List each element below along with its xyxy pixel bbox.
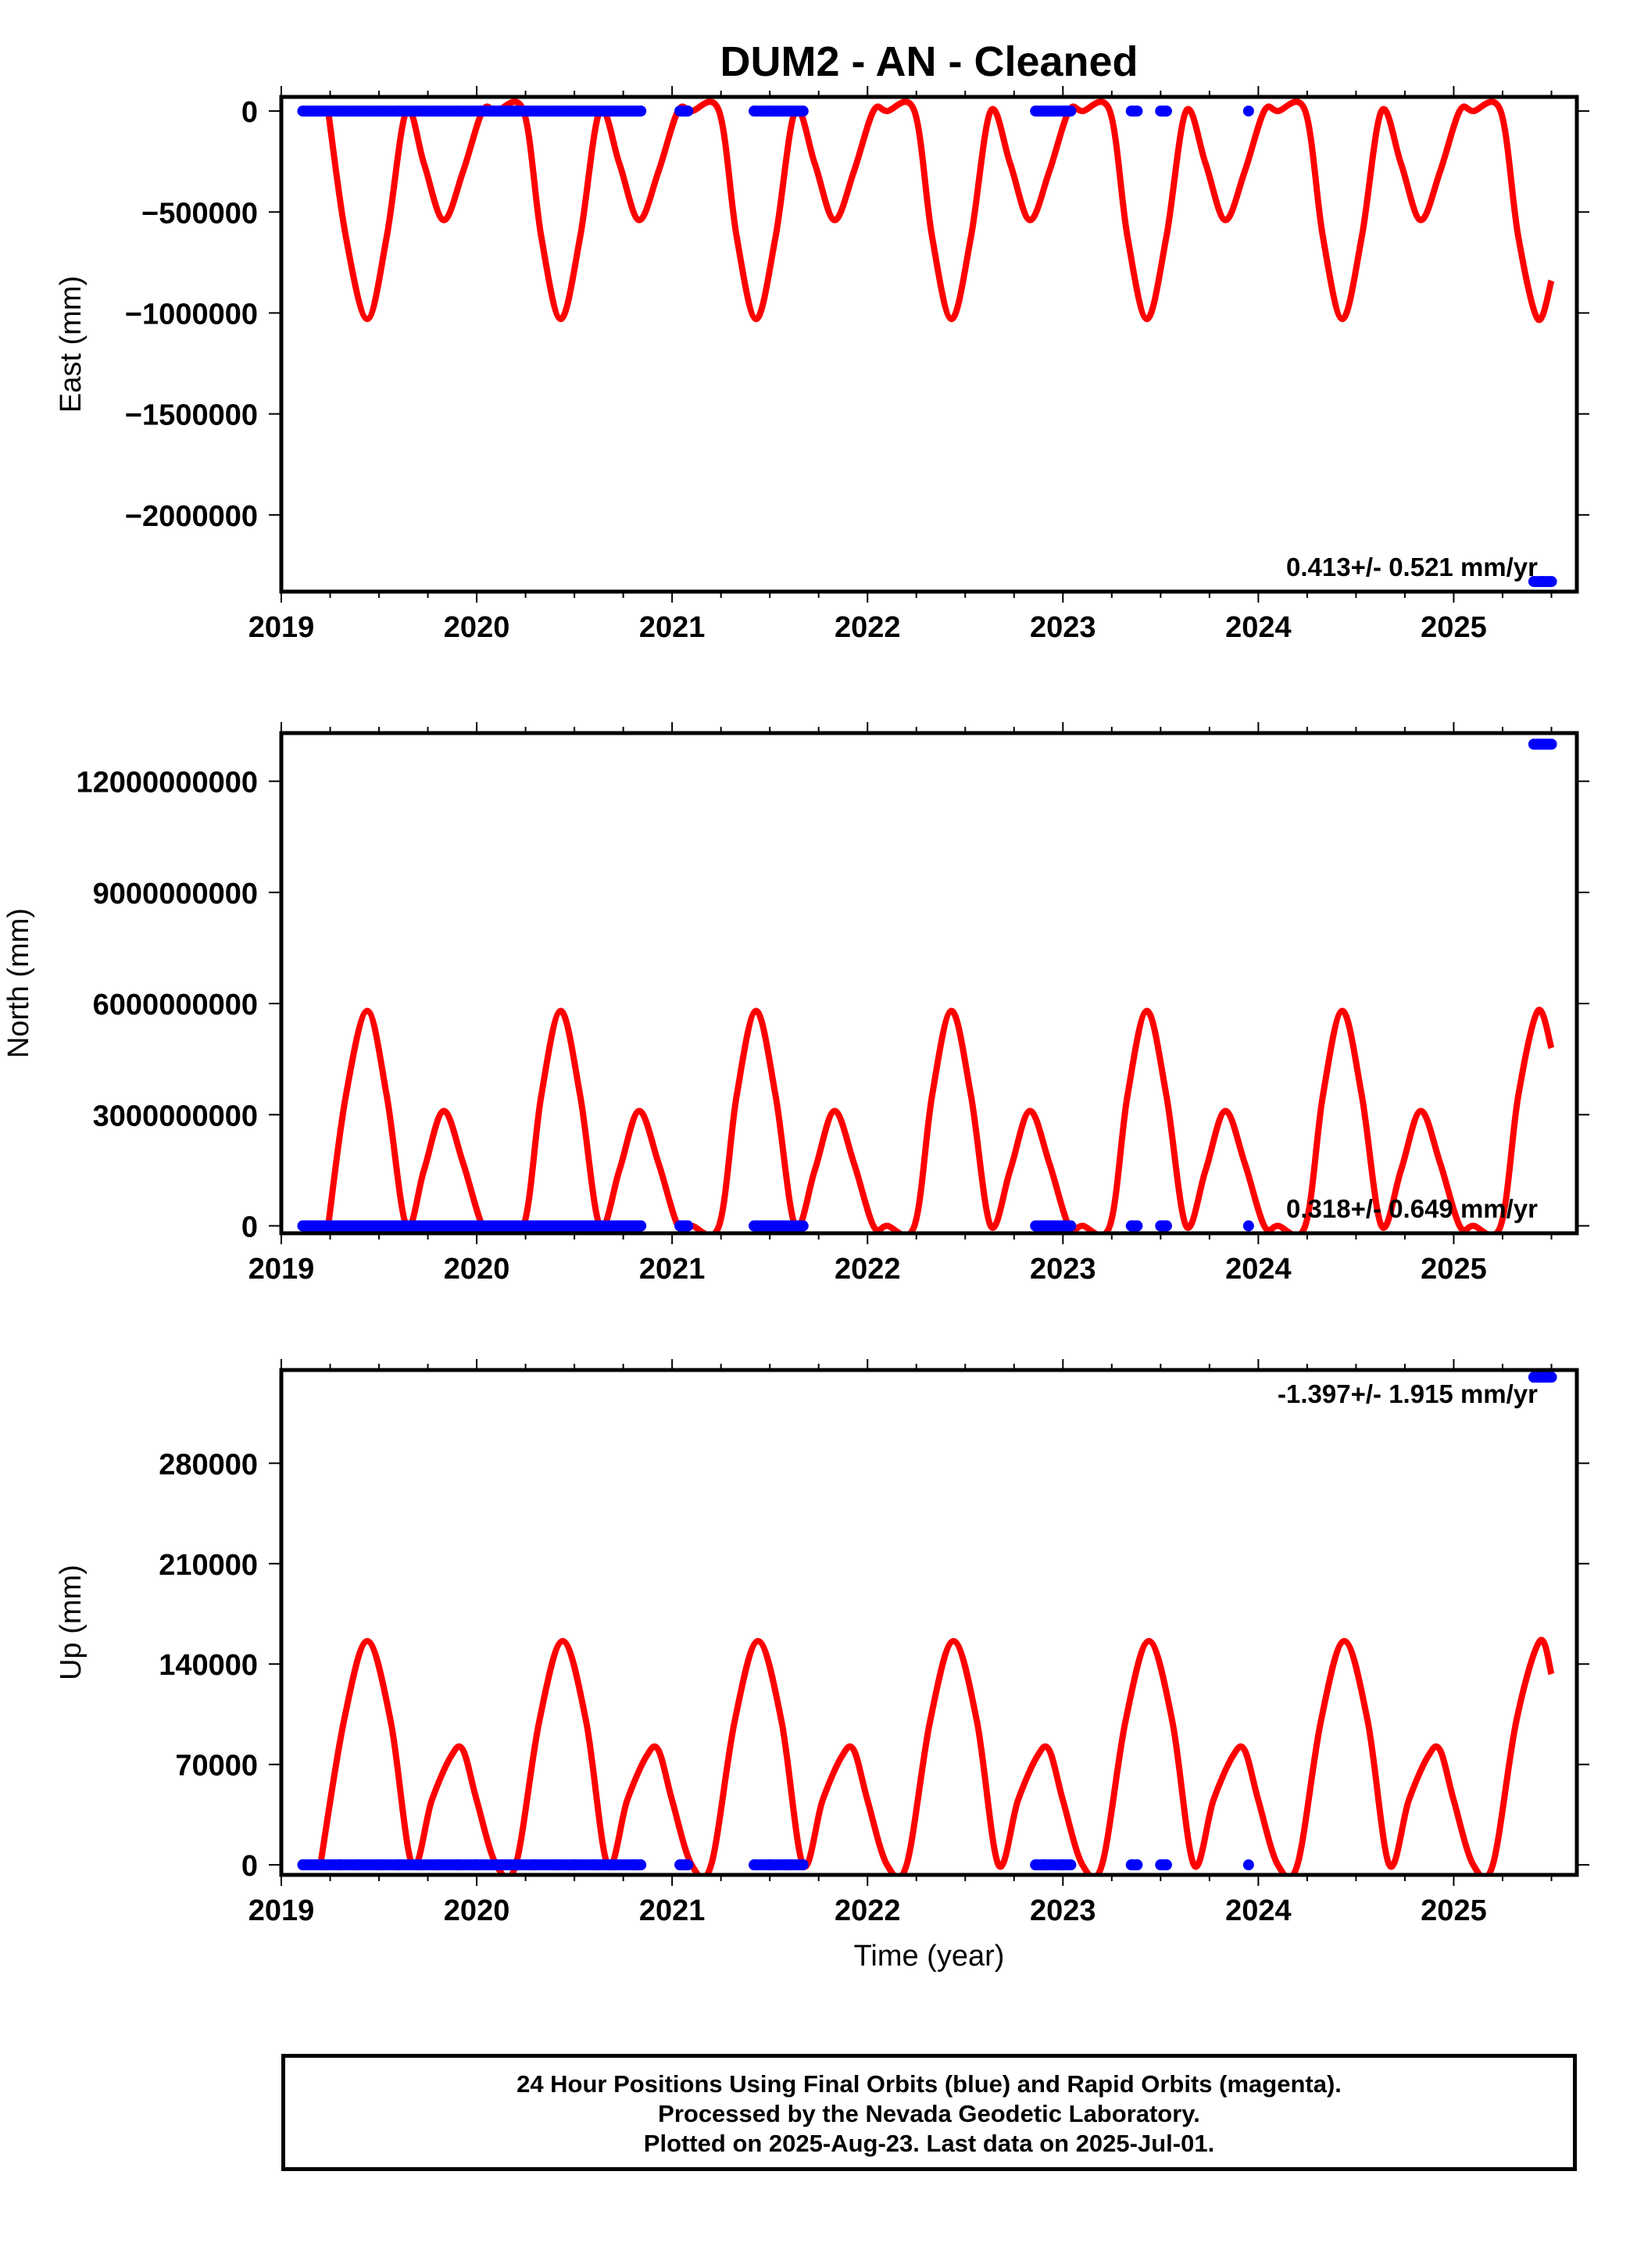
processing-note-box: 24 Hour Positions Using Final Orbits (bl… [281,2054,1577,2171]
panel-frame [279,1368,1579,1877]
panel-frame [279,731,1579,1236]
x-tick-label: 2022 [835,611,901,644]
x-tick-label: 2019 [248,1253,315,1286]
data-point [1131,106,1143,117]
y-tick-label: 0 [241,1211,258,1244]
y-tick-label: 0 [241,1850,258,1883]
x-tick-label: 2025 [1421,1253,1487,1286]
x-tick-label: 2019 [248,611,315,644]
footer-line-1: 24 Hour Positions Using Final Orbits (bl… [516,2070,1342,2098]
data-point [1065,1859,1077,1871]
data-point [1131,1859,1143,1871]
x-tick-label: 2021 [639,1253,706,1286]
y-tick-label: 9000000000 [93,878,258,910]
y-tick-label: −1500000 [125,399,258,432]
data-point [797,106,809,117]
x-tick-label: 2023 [1030,1894,1096,1927]
velocity-annotation: 0.413+/- 0.521 mm/yr [1286,553,1538,581]
data-point [635,106,647,117]
panel-east: 2019 2020 2021 2022 2023 2024 2025 0 −500000 −100… [55,86,1589,644]
y-axis-label: North (mm) [2,908,35,1058]
y-axis-label: East (mm) [55,276,88,413]
data-point [1065,1220,1077,1232]
series-area [297,739,1557,1233]
x-tick-label: 2021 [639,1894,706,1927]
y-tick-label: 12000000000 [77,767,258,800]
y-tick-label: 3000000000 [93,1100,258,1132]
data-point [1546,1372,1557,1383]
y-tick-label: 6000000000 [93,989,258,1021]
x-axis-label: Time (year) [854,1940,1005,1973]
data-point [1131,1220,1143,1232]
data-point [1546,576,1557,588]
model-fit-line [325,1007,1555,1233]
x-tick-label: 2024 [1225,611,1292,644]
footer-line-2: Processed by the Nevada Geodetic Laborat… [658,2100,1200,2127]
y-tick-label: −500000 [141,197,258,230]
x-tick-label: 2020 [444,1253,510,1286]
panel-frame [279,95,1579,594]
panel-north: 2019 2020 2021 2022 2023 2024 2025 0 3000000000 6… [2,722,1589,1286]
data-point [1160,106,1172,117]
x-tick-label: 2020 [444,1894,510,1927]
x-tick-label: 2021 [639,611,706,644]
data-point [682,1859,694,1871]
x-tick-label: 2024 [1225,1894,1292,1927]
y-tick-label: 140000 [159,1649,258,1682]
series-area [297,98,1557,588]
x-tick-label: 2025 [1421,611,1487,644]
data-point [682,106,694,117]
y-tick-label: 0 [241,96,258,129]
velocity-annotation: -1.397+/- 1.915 mm/yr [1278,1379,1538,1408]
model-fit-line [317,1637,1555,1875]
y-tick-label: 70000 [175,1750,258,1783]
data-point [1242,106,1254,117]
x-tick-label: 2022 [835,1253,901,1286]
x-tick-label: 2023 [1030,611,1096,644]
x-tick-label: 2024 [1225,1253,1292,1286]
y-tick-label: −2000000 [125,500,258,533]
x-tick-label: 2019 [248,1894,315,1927]
footer-line-3: Plotted on 2025-Aug-23. Last data on 202… [643,2130,1215,2157]
data-point [1160,1220,1172,1232]
y-axis-label: Up (mm) [55,1565,88,1680]
y-tick-label: −1000000 [125,298,258,331]
x-tick-label: 2022 [835,1894,901,1927]
x-tick-label: 2025 [1421,1894,1487,1927]
data-point [682,1220,694,1232]
data-point [635,1220,647,1232]
model-fit-line [325,98,1555,324]
data-point [797,1220,809,1232]
x-tick-label: 2020 [444,611,510,644]
data-point [1242,1859,1254,1871]
data-point [797,1859,809,1871]
data-point [1242,1220,1254,1232]
velocity-annotation: 0.318+/- 0.649 mm/yr [1286,1194,1538,1223]
y-tick-label: 280000 [159,1448,258,1481]
y-tick-label: 210000 [159,1549,258,1582]
data-point [1160,1859,1172,1871]
data-point [635,1859,647,1871]
figure-title: DUM2 - AN - Cleaned [720,38,1138,85]
panel-up: 2019 2020 2021 2022 2023 2024 2025 0 70000 140000… [55,1359,1589,1927]
data-point [1065,106,1077,117]
x-tick-label: 2023 [1030,1253,1096,1286]
series-area [297,1372,1557,1875]
data-point [1546,739,1557,750]
